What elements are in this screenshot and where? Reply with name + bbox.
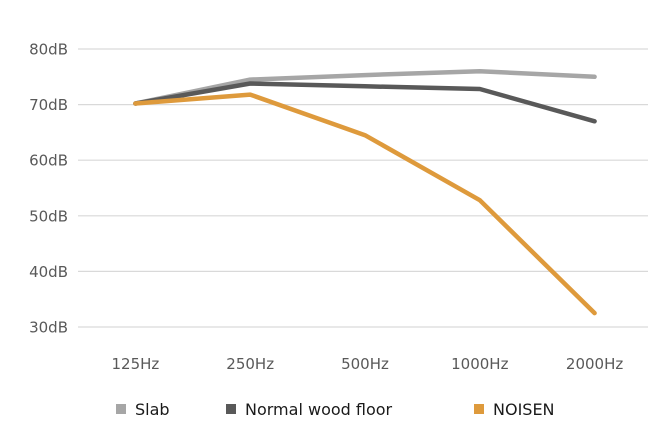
- series-lines: [133, 68, 597, 316]
- legend-label-normal-wood-floor: Normal wood floor: [245, 400, 393, 419]
- legend: Slab Normal wood floor NOISEN: [116, 400, 555, 419]
- x-tick-label: 500Hz: [341, 355, 389, 373]
- legend-swatch-slab: [116, 404, 126, 414]
- legend-swatch-normal-wood-floor: [226, 404, 236, 414]
- y-tick-label: 70dB: [29, 96, 68, 114]
- x-tick-label: 250Hz: [226, 355, 274, 373]
- x-axis-tick-labels: 125Hz 250Hz 500Hz 1000Hz 2000Hz: [112, 355, 624, 373]
- legend-swatch-noisen: [474, 404, 484, 414]
- series-line-noisen: [133, 92, 597, 316]
- y-tick-label: 50dB: [29, 207, 68, 225]
- y-tick-label: 60dB: [29, 152, 68, 170]
- y-axis-tick-labels: 30dB 40dB 50dB 60dB 70dB 80dB: [29, 41, 68, 337]
- y-tick-label: 30dB: [29, 319, 68, 337]
- legend-label-noisen: NOISEN: [493, 400, 555, 419]
- legend-label-slab: Slab: [135, 400, 170, 419]
- y-tick-label: 80dB: [29, 41, 68, 59]
- x-tick-label: 2000Hz: [566, 355, 623, 373]
- gridlines: [78, 48, 648, 328]
- x-tick-label: 1000Hz: [451, 355, 508, 373]
- series-line-slab: [133, 68, 597, 106]
- y-tick-label: 40dB: [29, 263, 68, 281]
- series-line-normal-wood-floor: [133, 81, 597, 124]
- x-tick-label: 125Hz: [112, 355, 160, 373]
